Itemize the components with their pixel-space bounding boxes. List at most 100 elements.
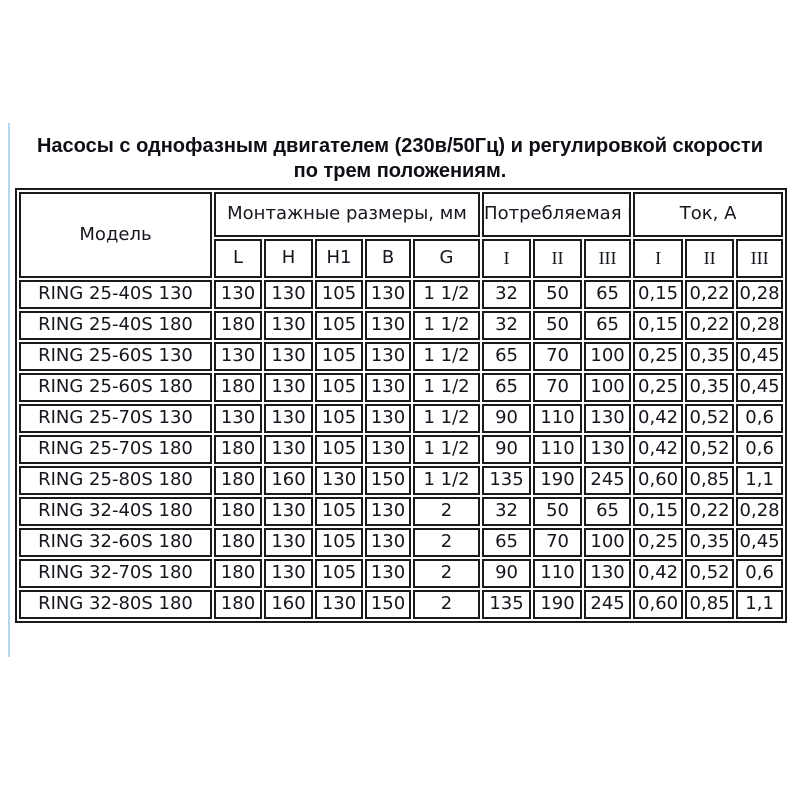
- left-accent-line: [8, 123, 10, 657]
- cell-dimension: 1 1/2: [413, 373, 481, 402]
- cell-dimension: 1 1/2: [413, 466, 481, 495]
- table-row: RING 25-80S 180 180 160 130 150 1 1/2 135 190 24…: [19, 466, 784, 495]
- cell-power: 90: [482, 559, 532, 588]
- subheader-power-II: II: [533, 239, 583, 278]
- cell-power: 50: [533, 497, 583, 526]
- cell-current: 0,22: [685, 311, 735, 340]
- table-row: RING 32-80S 180 180 160 130 150 2 135 190 245 0,6…: [19, 590, 784, 619]
- cell-power: 100: [584, 342, 632, 371]
- cell-current: 0,25: [633, 528, 684, 557]
- subheader-dim-L: L: [214, 239, 262, 278]
- cell-dimension: 130: [264, 559, 313, 588]
- cell-power: 245: [584, 466, 632, 495]
- cell-model: RING 25-40S 130: [19, 280, 212, 309]
- page-title: Насосы с однофазным двигателем (230в/50Г…: [0, 134, 800, 184]
- cell-current: 0,15: [633, 497, 684, 526]
- cell-power: 32: [482, 497, 532, 526]
- subheader-dim-G: G: [413, 239, 481, 278]
- cell-power: 135: [482, 590, 532, 619]
- cell-current: 0,15: [633, 280, 684, 309]
- header-model: Модель: [19, 192, 212, 278]
- cell-power: 50: [533, 280, 583, 309]
- table-row: RING 25-60S 130 130 130 105 130 1 1/2 65 70 100 0…: [19, 342, 784, 371]
- cell-dimension: 180: [214, 559, 262, 588]
- cell-dimension: 180: [214, 590, 262, 619]
- cell-model: RING 25-60S 180: [19, 373, 212, 402]
- cell-power: 100: [584, 528, 632, 557]
- cell-dimension: 105: [315, 280, 363, 309]
- cell-power: 90: [482, 404, 532, 433]
- cell-model: RING 25-70S 130: [19, 404, 212, 433]
- header-power-group: Потребляемая мощность, Вт: [482, 192, 632, 237]
- table-row: RING 32-40S 180 180 130 105 130 2 32 50 65 0,15 0,…: [19, 497, 784, 526]
- page-title-line1: Насосы с однофазным двигателем (230в/50Г…: [36, 135, 764, 157]
- cell-current: 0,42: [633, 435, 684, 464]
- cell-dimension: 160: [264, 466, 313, 495]
- cell-power: 130: [584, 435, 632, 464]
- cell-power: 130: [584, 404, 632, 433]
- cell-dimension: 130: [264, 280, 313, 309]
- cell-current: 0,42: [633, 404, 684, 433]
- cell-current: 0,60: [633, 590, 684, 619]
- cell-model: RING 25-40S 180: [19, 311, 212, 340]
- cell-power: 65: [482, 528, 532, 557]
- cell-current: 0,45: [736, 528, 784, 557]
- cell-current: 0,6: [736, 435, 784, 464]
- cell-dimension: 180: [214, 311, 262, 340]
- cell-power: 32: [482, 311, 532, 340]
- cell-current: 0,28: [736, 280, 784, 309]
- header-current-group: Ток, А: [633, 192, 784, 237]
- cell-dimension: 130: [264, 435, 313, 464]
- cell-dimension: 1 1/2: [413, 311, 481, 340]
- cell-dimension: 130: [315, 466, 363, 495]
- cell-power: 65: [584, 497, 632, 526]
- cell-current: 0,45: [736, 342, 784, 371]
- table-row: RING 25-60S 180 180 130 105 130 1 1/2 65 70 100 0…: [19, 373, 784, 402]
- cell-dimension: 130: [365, 497, 411, 526]
- cell-dimension: 2: [413, 497, 481, 526]
- subheader-dim-B: B: [365, 239, 411, 278]
- cell-dimension: 130: [365, 528, 411, 557]
- cell-power: 245: [584, 590, 632, 619]
- cell-dimension: 130: [264, 311, 313, 340]
- cell-current: 0,42: [633, 559, 684, 588]
- subheader-dim-H: H: [264, 239, 313, 278]
- cell-dimension: 150: [365, 466, 411, 495]
- cell-power: 100: [584, 373, 632, 402]
- cell-dimension: 130: [264, 404, 313, 433]
- cell-dimension: 105: [315, 404, 363, 433]
- cell-current: 0,28: [736, 311, 784, 340]
- cell-model: RING 32-40S 180: [19, 497, 212, 526]
- cell-dimension: 130: [264, 373, 313, 402]
- cell-power: 110: [533, 435, 583, 464]
- cell-dimension: 130: [365, 311, 411, 340]
- cell-model: RING 25-70S 180: [19, 435, 212, 464]
- cell-dimension: 105: [315, 497, 363, 526]
- cell-power: 65: [584, 280, 632, 309]
- cell-dimension: 130: [214, 342, 262, 371]
- cell-dimension: 1 1/2: [413, 342, 481, 371]
- cell-current: 0,6: [736, 559, 784, 588]
- cell-dimension: 130: [365, 559, 411, 588]
- cell-current: 1,1: [736, 590, 784, 619]
- subheader-power-I: I: [482, 239, 532, 278]
- cell-power: 130: [584, 559, 632, 588]
- cell-current: 0,52: [685, 435, 735, 464]
- subheader-dim-H1: H1: [315, 239, 363, 278]
- cell-current: 0,22: [685, 497, 735, 526]
- cell-power: 65: [584, 311, 632, 340]
- cell-power: 70: [533, 342, 583, 371]
- cell-model: RING 25-80S 180: [19, 466, 212, 495]
- cell-current: 0,52: [685, 404, 735, 433]
- cell-dimension: 1 1/2: [413, 404, 481, 433]
- cell-current: 1,1: [736, 466, 784, 495]
- cell-model: RING 25-60S 130: [19, 342, 212, 371]
- table-row: RING 25-40S 180 180 130 105 130 1 1/2 32 50 65 0,…: [19, 311, 784, 340]
- cell-dimension: 150: [365, 590, 411, 619]
- table-row: RING 32-60S 180 180 130 105 130 2 65 70 100 0,25 0…: [19, 528, 784, 557]
- cell-current: 0,28: [736, 497, 784, 526]
- cell-current: 0,60: [633, 466, 684, 495]
- cell-model: RING 32-70S 180: [19, 559, 212, 588]
- cell-dimension: 105: [315, 435, 363, 464]
- cell-current: 0,22: [685, 280, 735, 309]
